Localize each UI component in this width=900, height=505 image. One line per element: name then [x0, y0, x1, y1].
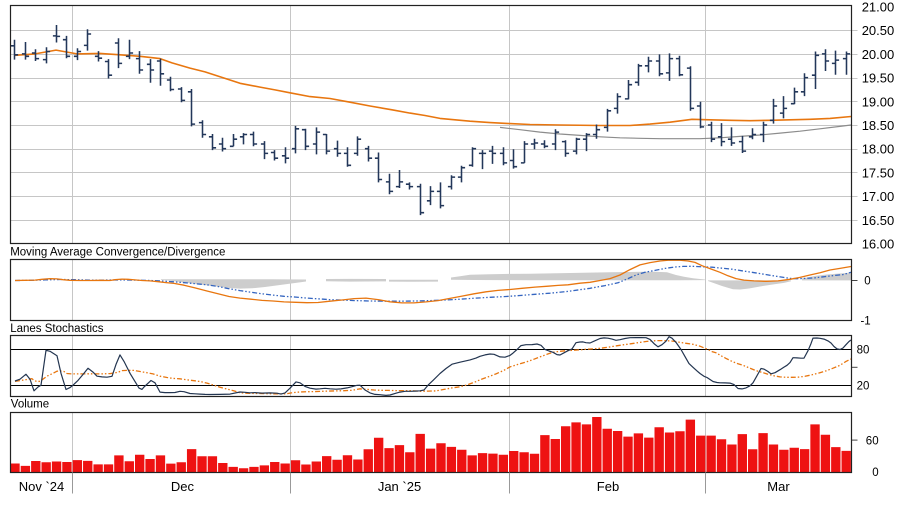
svg-text:Mar: Mar [767, 479, 790, 494]
svg-text:20: 20 [857, 380, 870, 392]
svg-text:17.00: 17.00 [862, 189, 895, 204]
svg-text:18.00: 18.00 [862, 142, 895, 157]
svg-text:21.00: 21.00 [862, 0, 895, 15]
svg-text:16.50: 16.50 [862, 213, 895, 228]
svg-text:17.50: 17.50 [862, 165, 895, 180]
svg-text:Volume: Volume [11, 398, 49, 410]
svg-text:16.00: 16.00 [862, 237, 895, 252]
svg-text:Dec: Dec [171, 479, 195, 494]
svg-text:Jan `25: Jan `25 [378, 479, 421, 494]
svg-text:Nov `24: Nov `24 [19, 479, 65, 494]
svg-text:0: 0 [864, 275, 870, 287]
svg-text:Lanes Stochastics: Lanes Stochastics [10, 323, 104, 335]
svg-text:20.00: 20.00 [862, 47, 895, 62]
svg-text:18.50: 18.50 [862, 118, 895, 133]
svg-text:Moving Average Convergence/Div: Moving Average Convergence/Divergence [10, 246, 225, 258]
svg-text:19.50: 19.50 [862, 71, 895, 86]
svg-text:0: 0 [872, 467, 878, 479]
svg-text:20.50: 20.50 [862, 23, 895, 38]
svg-text:-1: -1 [860, 316, 870, 328]
svg-text:19.00: 19.00 [862, 94, 895, 109]
svg-text:60: 60 [866, 435, 879, 447]
svg-text:Feb: Feb [597, 479, 619, 494]
svg-text:80: 80 [857, 345, 870, 357]
